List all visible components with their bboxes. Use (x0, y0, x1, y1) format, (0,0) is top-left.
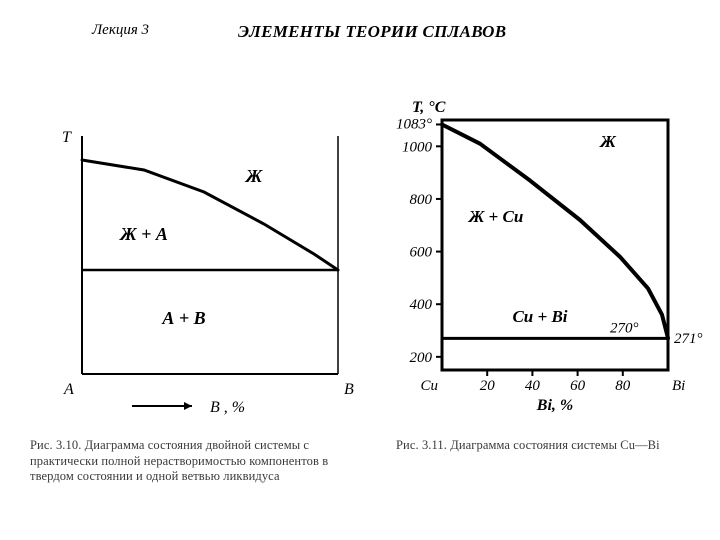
svg-text:271°: 271° (674, 331, 703, 347)
caption-3-10: Рис. 3.10. Диаграмма состояния двойной с… (30, 438, 340, 485)
svg-text:Bi: Bi (672, 378, 685, 394)
figure-3-11: 200 400 600 800 1000 20 40 60 80 T, °C Cu Bi Bi, % 10… (380, 92, 710, 432)
svg-text:T, °C: T, °C (412, 99, 446, 116)
svg-text:T: T (62, 129, 72, 146)
svg-text:80: 80 (615, 378, 631, 394)
svg-text:Ж: Ж (599, 132, 617, 151)
svg-text:А + В: А + В (161, 308, 205, 328)
page: Лекция 3 ЭЛЕМЕНТЫ ТЕОРИИ СПЛАВОВ T A B В , … (0, 0, 720, 540)
svg-text:Bi, %: Bi, % (536, 397, 573, 414)
svg-text:60: 60 (570, 378, 586, 394)
page-title: ЭЛЕМЕНТЫ ТЕОРИИ СПЛАВОВ (238, 22, 506, 42)
svg-text:40: 40 (525, 378, 541, 394)
svg-text:Cu: Cu (420, 378, 438, 394)
svg-text:400: 400 (410, 297, 433, 313)
svg-text:Ж + Cu: Ж + Cu (468, 207, 524, 226)
svg-text:270°: 270° (610, 320, 639, 336)
phase-diagram-right: 200 400 600 800 1000 20 40 60 80 T, °C Cu Bi Bi, % 10… (380, 92, 710, 432)
svg-text:1083°: 1083° (396, 116, 432, 132)
caption-3-11: Рис. 3.11. Диаграмма состояния системы C… (396, 438, 696, 454)
svg-text:Ж: Ж (244, 166, 263, 186)
svg-text:B: B (344, 381, 354, 398)
phase-diagram-left: T A B В , % Ж Ж + А А + В (24, 112, 368, 432)
svg-text:Ж + А: Ж + А (118, 224, 168, 244)
svg-text:1000: 1000 (402, 139, 433, 155)
svg-text:200: 200 (410, 350, 433, 366)
svg-text:600: 600 (410, 245, 433, 261)
svg-text:800: 800 (410, 192, 433, 208)
svg-text:A: A (63, 381, 74, 398)
svg-text:В , %: В , % (210, 399, 245, 416)
svg-text:Cu + Bi: Cu + Bi (512, 307, 567, 326)
svg-text:20: 20 (480, 378, 496, 394)
figure-3-10: T A B В , % Ж Ж + А А + В (24, 112, 368, 432)
lecture-label: Лекция 3 (92, 22, 149, 39)
